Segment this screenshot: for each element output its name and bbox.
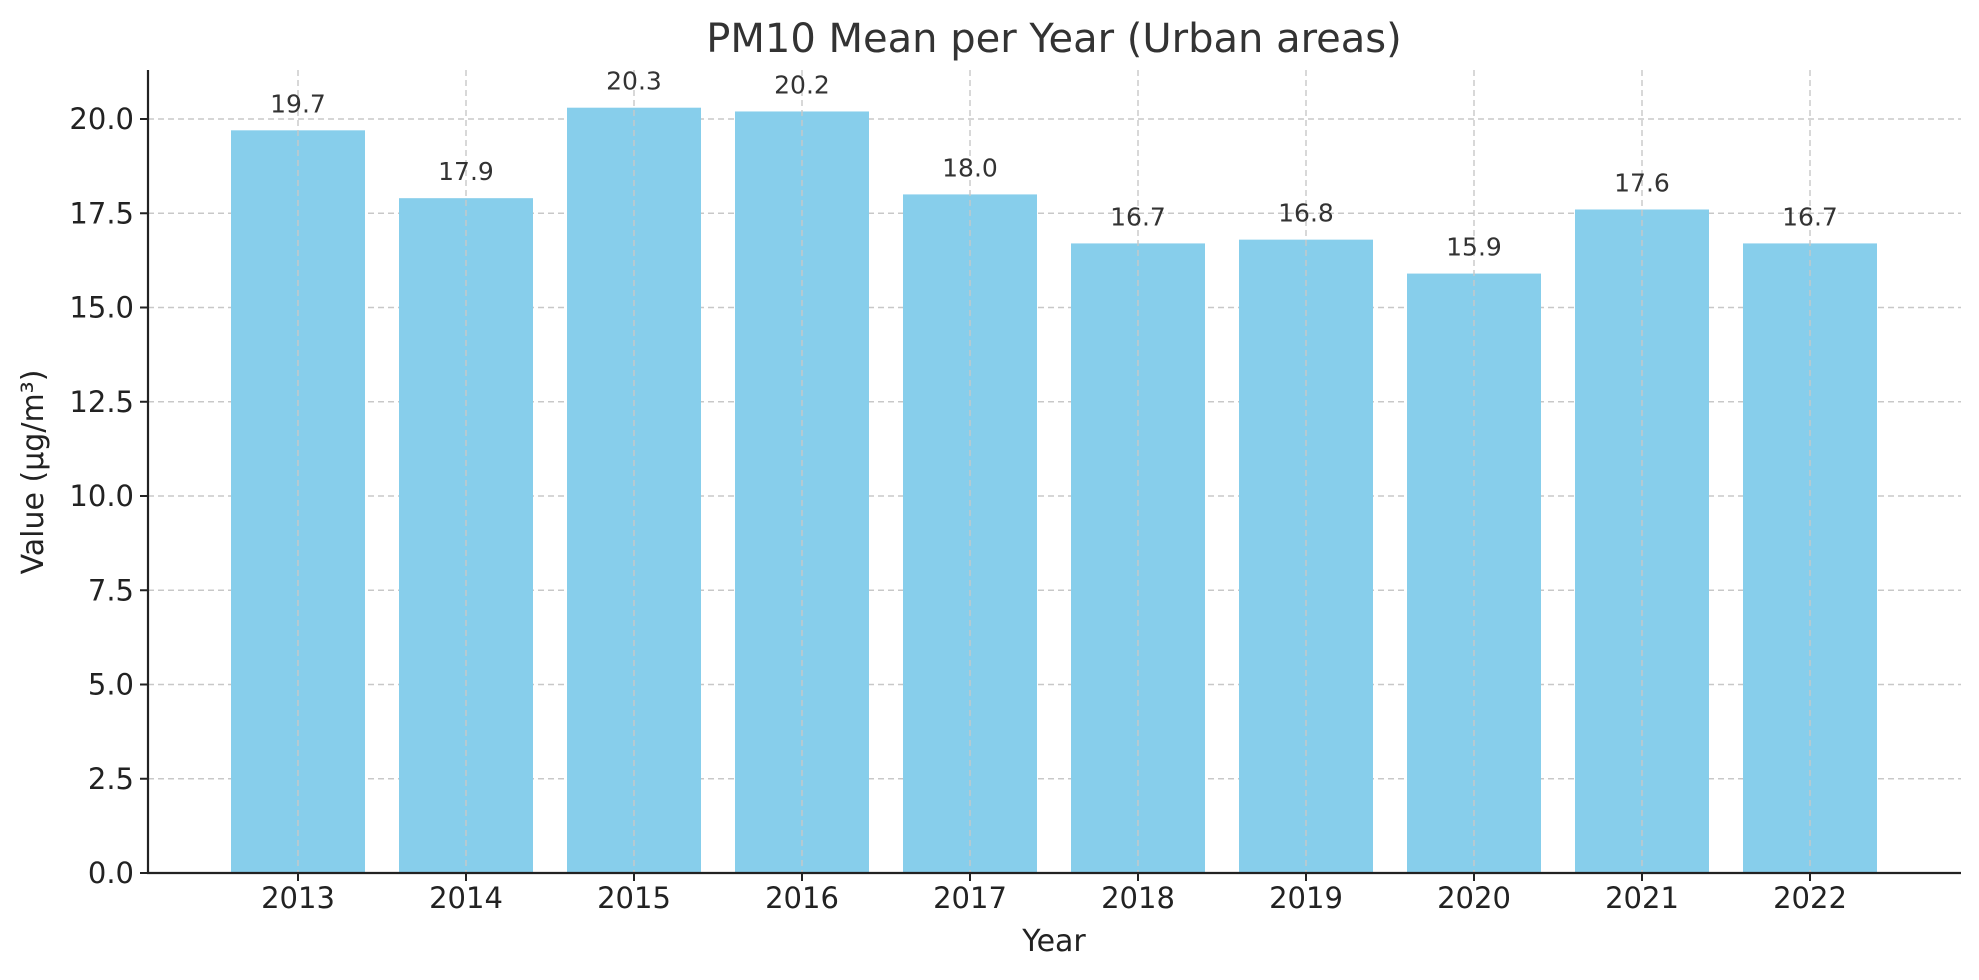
x-tick-label-2015: 2015 xyxy=(597,881,671,915)
data-label-2014: 17.9 xyxy=(438,157,494,186)
y-tick-label: 20.0 xyxy=(69,102,134,136)
y-tick-label: 7.5 xyxy=(88,573,134,607)
data-label-2022: 16.7 xyxy=(1782,202,1838,231)
y-tick-label: 2.5 xyxy=(88,762,134,796)
x-tick-label-2019: 2019 xyxy=(1269,881,1343,915)
x-tick-layer: 2013 2014 2015 2016 2017 2018 2019 2020 2021 2022 xyxy=(261,873,1847,915)
x-tick-label-2020: 2020 xyxy=(1437,881,1511,915)
data-label-2015: 20.3 xyxy=(606,67,662,96)
x-axis-label: Year xyxy=(1021,924,1086,959)
data-label-2017: 18.0 xyxy=(942,153,998,182)
x-tick-label-2014: 2014 xyxy=(429,881,503,915)
data-label-2020: 15.9 xyxy=(1446,233,1502,262)
label-layer: 19.7 17.9 20.3 20.2 18.0 16.7 16.8 15.9 17.6 16.7 xyxy=(270,67,1838,873)
data-label-2016: 20.2 xyxy=(774,70,830,99)
y-tick-label: 10.0 xyxy=(69,479,134,513)
y-tick-label: 12.5 xyxy=(69,385,134,419)
x-tick-label-2021: 2021 xyxy=(1605,881,1679,915)
data-label-2013: 19.7 xyxy=(270,89,326,118)
y-tick-label: 0.0 xyxy=(88,856,134,890)
y-axis-label: Value (µg/m³) xyxy=(16,370,51,575)
x-tick-label-2017: 2017 xyxy=(933,881,1007,915)
y-tick-label: 15.0 xyxy=(69,291,134,325)
data-label-2021: 17.6 xyxy=(1614,168,1670,197)
y-tick-layer: 0.0 2.5 5.0 7.5 10.0 12.5 15.0 17.5 20.0 xyxy=(69,102,148,890)
data-label-2018: 16.7 xyxy=(1110,202,1166,231)
bar-2022 xyxy=(1743,243,1877,873)
data-label-2019: 16.8 xyxy=(1278,199,1334,228)
bar-2018 xyxy=(1071,243,1205,873)
x-tick-label-2013: 2013 xyxy=(261,881,335,915)
y-tick-label: 17.5 xyxy=(69,196,134,230)
y-tick-label: 5.0 xyxy=(88,668,134,702)
chart-title: PM10 Mean per Year (Urban areas) xyxy=(706,16,1401,62)
x-tick-label-2016: 2016 xyxy=(765,881,839,915)
x-tick-label-2022: 2022 xyxy=(1773,881,1847,915)
bar-layer xyxy=(231,107,1877,874)
x-tick-label-2018: 2018 xyxy=(1101,881,1175,915)
